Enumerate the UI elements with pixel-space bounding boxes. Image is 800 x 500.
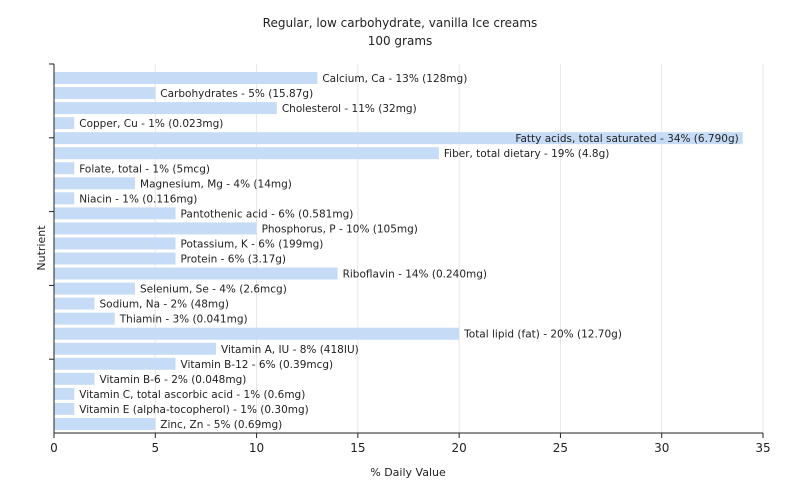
bar [54, 402, 75, 415]
bar [54, 327, 460, 340]
chart-title: Regular, low carbohydrate, vanilla Ice c… [263, 16, 538, 30]
bar [54, 387, 75, 400]
bar [54, 117, 75, 130]
bar [54, 162, 75, 175]
grid-lines [154, 64, 764, 433]
bar-label: Niacin - 1% (0.116mg) [79, 193, 197, 205]
bar [54, 132, 743, 145]
chart-subtitle: 100 grams [368, 34, 433, 48]
x-tick-label: 0 [50, 441, 58, 455]
bars [54, 72, 743, 430]
bar-label: Vitamin B-12 - 6% (0.39mcg) [181, 359, 334, 371]
bar-label: Pantothenic acid - 6% (0.581mg) [181, 208, 354, 220]
bar-label: Selenium, Se - 4% (2.6mcg) [140, 284, 287, 296]
bar-label: Vitamin C, total ascorbic acid - 1% (0.6… [79, 389, 305, 401]
bar-label: Cholesterol - 11% (32mg) [282, 103, 417, 115]
bar-label: Fiber, total dietary - 19% (4.8g) [444, 148, 609, 160]
axes: 0 5 10 15 20 25 30 35 [49, 63, 771, 455]
bar-label: Riboflavin - 14% (0.240mg) [343, 269, 487, 281]
bar-label: Calcium, Ca - 13% (128mg) [322, 73, 467, 85]
x-tick-label: 10 [249, 441, 264, 455]
y-axis-title: Nutrient [35, 225, 48, 271]
bar-label: Fatty acids, total saturated - 34% (6.79… [515, 133, 738, 145]
bar [54, 312, 115, 325]
bar [54, 147, 439, 160]
x-tick-label: 30 [654, 441, 669, 455]
bar-labels: Calcium, Ca - 13% (128mg) Carbohydrates -… [79, 73, 738, 431]
x-tick-label: 15 [350, 441, 365, 455]
bar-label: Vitamin B-6 - 2% (0.048mg) [100, 374, 247, 386]
bar [54, 282, 136, 295]
bar-label: Magnesium, Mg - 4% (14mg) [140, 178, 292, 190]
bar [54, 222, 257, 235]
bar-label: Folate, total - 1% (5mcg) [79, 163, 210, 175]
x-axis-title: % Daily Value [370, 466, 446, 479]
bar-label: Total lipid (fat) - 20% (12.70g) [463, 329, 622, 341]
x-tick-label: 5 [151, 441, 159, 455]
bar-label: Sodium, Na - 2% (48mg) [100, 299, 229, 311]
bar [54, 72, 318, 84]
bar-label: Vitamin A, IU - 8% (418IU) [221, 344, 359, 356]
bar [54, 252, 176, 265]
bar-label: Protein - 6% (3.17g) [181, 254, 287, 266]
bar [54, 267, 338, 280]
bar [54, 237, 176, 250]
bar-label: Zinc, Zn - 5% (0.69mg) [160, 419, 282, 431]
bar-label: Copper, Cu - 1% (0.023mg) [79, 118, 223, 130]
x-tick-label: 20 [452, 441, 467, 455]
bar [54, 207, 176, 220]
bar [54, 177, 136, 190]
bar [54, 342, 217, 355]
bar [54, 417, 156, 430]
bar-label: Carbohydrates - 5% (15.87g) [160, 88, 313, 100]
bar-label: Phosphorus, P - 10% (105mg) [262, 223, 418, 235]
x-tick-label: 25 [553, 441, 568, 455]
bar [54, 192, 75, 205]
bar-label: Potassium, K - 6% (199mg) [181, 238, 324, 250]
x-tick-label: 35 [755, 441, 770, 455]
bar-label: Thiamin - 3% (0.041mg) [119, 314, 248, 326]
bar [54, 87, 156, 100]
bar [54, 102, 277, 115]
bar-label: Vitamin E (alpha-tocopherol) - 1% (0.30m… [79, 404, 309, 416]
bar [54, 297, 95, 310]
bar [54, 372, 95, 385]
bar [54, 357, 176, 370]
